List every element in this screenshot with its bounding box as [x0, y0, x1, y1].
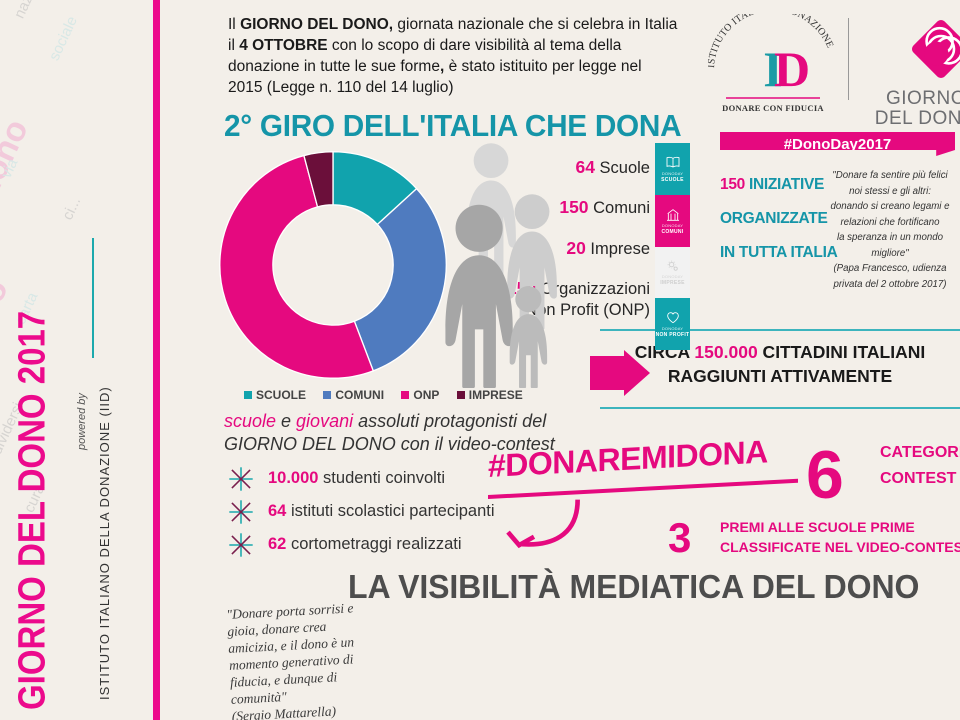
svg-text:D: D [774, 41, 810, 97]
